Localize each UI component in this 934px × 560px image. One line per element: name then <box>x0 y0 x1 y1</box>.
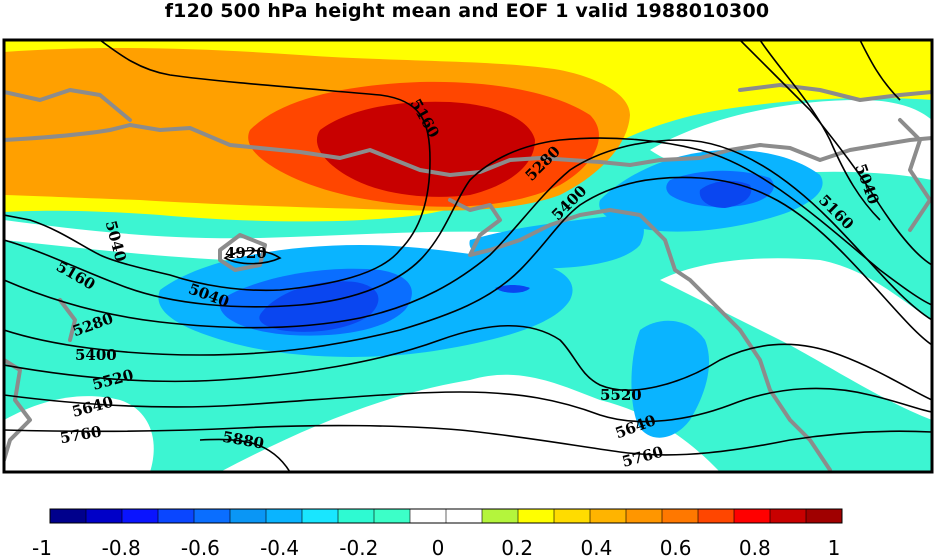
colorbar-swatch <box>266 509 303 523</box>
coastline-west-coast <box>738 328 832 472</box>
contour-line-5160 <box>4 137 932 308</box>
colorbar-tick-label: -0.8 <box>101 536 141 560</box>
colorbar-swatch <box>410 509 447 523</box>
contour-line-5520 <box>4 324 932 401</box>
coastline-east-edge <box>898 118 932 232</box>
colorbar-swatch <box>626 509 663 523</box>
light-blue-center <box>469 214 644 269</box>
colorbar-tick-label: 0.8 <box>738 536 771 560</box>
colorbar-swatch <box>518 509 555 523</box>
colorbar-swatch <box>554 509 591 523</box>
map-title: f120 500 hPa height mean and EOF 1 valid… <box>164 0 770 22</box>
colorbar-tick-label: 1 <box>827 536 841 560</box>
dark-blue-west <box>259 281 379 332</box>
colorbar-swatch <box>302 509 339 523</box>
contour-line-5880 <box>199 438 291 472</box>
contour-label: 4920 <box>225 244 267 262</box>
map-field: 5160 5280 5400 5040 4920 5040 5160 5280 … <box>4 40 932 472</box>
colorbar-swatch <box>122 509 159 523</box>
colorbar-tick-label: 0.6 <box>659 536 692 560</box>
white-region-bottom-left <box>4 396 154 472</box>
contour-line-5280 <box>4 139 932 329</box>
contour-line-5160-east <box>759 40 881 221</box>
coastline-southwest <box>58 298 77 342</box>
colorbar-swatch <box>50 509 87 523</box>
colorbar-swatch <box>86 509 123 523</box>
colorbar-swatch <box>662 509 699 523</box>
colorbar-swatch <box>734 509 771 523</box>
colorbar-swatch <box>374 509 411 523</box>
colorbar-swatch <box>698 509 735 523</box>
colorbar-tick-label: 0 <box>431 536 445 560</box>
contour-line-north-edge <box>859 40 901 101</box>
colorbar-swatch <box>590 509 627 523</box>
white-region-east <box>660 258 932 420</box>
height-contours <box>4 40 932 472</box>
colorbar-swatch <box>338 509 375 523</box>
coastline-kamchatka <box>218 233 267 272</box>
contour-line-5400 <box>4 176 932 356</box>
colorbar-swatch <box>158 509 195 523</box>
coastline-west-edge <box>4 358 32 462</box>
colorbar-swatch <box>482 509 519 523</box>
contour-label: 5520 <box>600 386 642 404</box>
contour-line-5040-east <box>739 40 932 266</box>
map-frame <box>2 38 934 474</box>
dark-blue-northeast <box>699 180 752 208</box>
colorbar-swatch <box>806 509 843 523</box>
colorbar-tick-label: -0.6 <box>180 536 220 560</box>
colorbar-swatch <box>230 509 267 523</box>
colorbar <box>49 508 843 524</box>
colorbar-tick-label: -1 <box>32 536 52 560</box>
colorbar-tick-label: -0.2 <box>339 536 379 560</box>
colorbar-swatch <box>194 509 231 523</box>
coastline-north <box>4 123 932 177</box>
contour-line-5640 <box>4 387 932 423</box>
coastline-northwest <box>4 88 132 122</box>
contour-line-5760 <box>4 424 932 456</box>
colorbar-swatch <box>770 509 807 523</box>
colorbar-tick-label: 0.4 <box>580 536 613 560</box>
coastline-northeast <box>738 83 932 102</box>
contour-line-5040-west <box>4 214 101 256</box>
contour-label: 5400 <box>75 346 117 364</box>
light-blue-south <box>631 320 710 438</box>
contour-line-5040-top <box>99 40 431 292</box>
colorbar-tick-label: -0.4 <box>260 536 300 560</box>
colorbar-swatch <box>446 509 483 523</box>
dark-blue-center <box>495 285 530 293</box>
colorbar-tick-label: 0.2 <box>501 536 534 560</box>
contour-line-4920 <box>223 249 282 265</box>
